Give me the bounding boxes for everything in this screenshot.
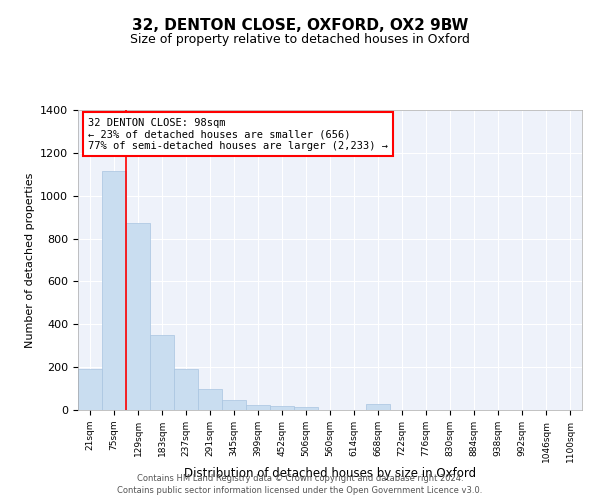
Text: 32, DENTON CLOSE, OXFORD, OX2 9BW: 32, DENTON CLOSE, OXFORD, OX2 9BW <box>132 18 468 32</box>
Bar <box>222 400 246 410</box>
Bar <box>198 388 222 410</box>
Bar <box>102 171 126 410</box>
Bar <box>270 406 294 410</box>
Text: Contains HM Land Registry data © Crown copyright and database right 2024.
Contai: Contains HM Land Registry data © Crown c… <box>118 474 482 495</box>
Bar <box>246 406 270 410</box>
Text: Size of property relative to detached houses in Oxford: Size of property relative to detached ho… <box>130 32 470 46</box>
X-axis label: Distribution of detached houses by size in Oxford: Distribution of detached houses by size … <box>184 468 476 480</box>
Bar <box>366 404 390 410</box>
Bar <box>126 222 150 410</box>
Bar <box>150 335 174 410</box>
Bar <box>174 370 198 410</box>
Text: 32 DENTON CLOSE: 98sqm
← 23% of detached houses are smaller (656)
77% of semi-de: 32 DENTON CLOSE: 98sqm ← 23% of detached… <box>88 118 388 150</box>
Y-axis label: Number of detached properties: Number of detached properties <box>25 172 35 348</box>
Bar <box>78 370 102 410</box>
Bar <box>294 407 318 410</box>
